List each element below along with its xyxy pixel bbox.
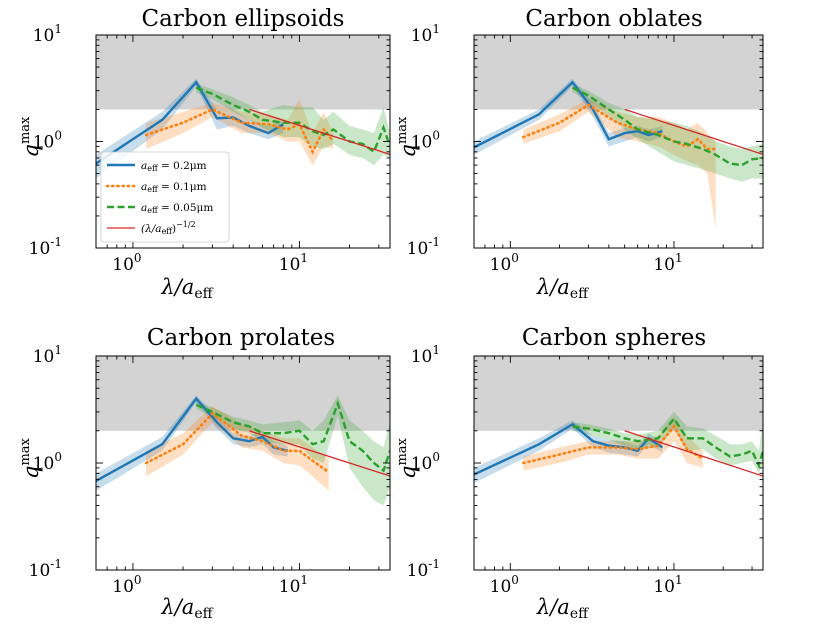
x-axis-label: λ/aeff — [536, 275, 589, 302]
shaded-region — [474, 356, 763, 431]
y-tick-label: 10-1 — [29, 235, 62, 259]
x-tick-label: 101 — [279, 573, 308, 597]
x-axis-label: λ/aeff — [536, 595, 589, 622]
figure: 100 10110-1100101 Carbon ellipsoidsλ/aeffq… — [0, 0, 830, 624]
x-tick-label: 101 — [279, 251, 308, 275]
x-axis-label: λ/aeff — [160, 275, 213, 302]
x-tick-label: 101 — [653, 573, 682, 597]
x-tick-label: 100 — [490, 251, 519, 275]
x-tick-label: 100 — [112, 251, 141, 275]
x-axis-label: λ/aeff — [160, 595, 213, 622]
chart-title: Carbon oblates — [525, 6, 702, 32]
chart-title: Carbon prolates — [147, 325, 335, 351]
y-tick-label: 10-1 — [407, 557, 440, 581]
x-tick-label: 101 — [653, 251, 682, 275]
x-tick-label: 100 — [490, 573, 519, 597]
shaded-region — [474, 35, 763, 109]
y-tick-label: 101 — [33, 343, 62, 367]
y-tick-label: 101 — [33, 22, 62, 46]
shaded-region — [96, 35, 390, 109]
y-tick-label: 101 — [411, 343, 440, 367]
y-tick-label: 10-1 — [407, 235, 440, 259]
chart-title: Carbon spheres — [522, 325, 706, 351]
chart-title: Carbon ellipsoids — [142, 6, 345, 32]
y-tick-label: 101 — [411, 22, 440, 46]
x-tick-label: 100 — [112, 573, 141, 597]
y-tick-label: 10-1 — [29, 557, 62, 581]
